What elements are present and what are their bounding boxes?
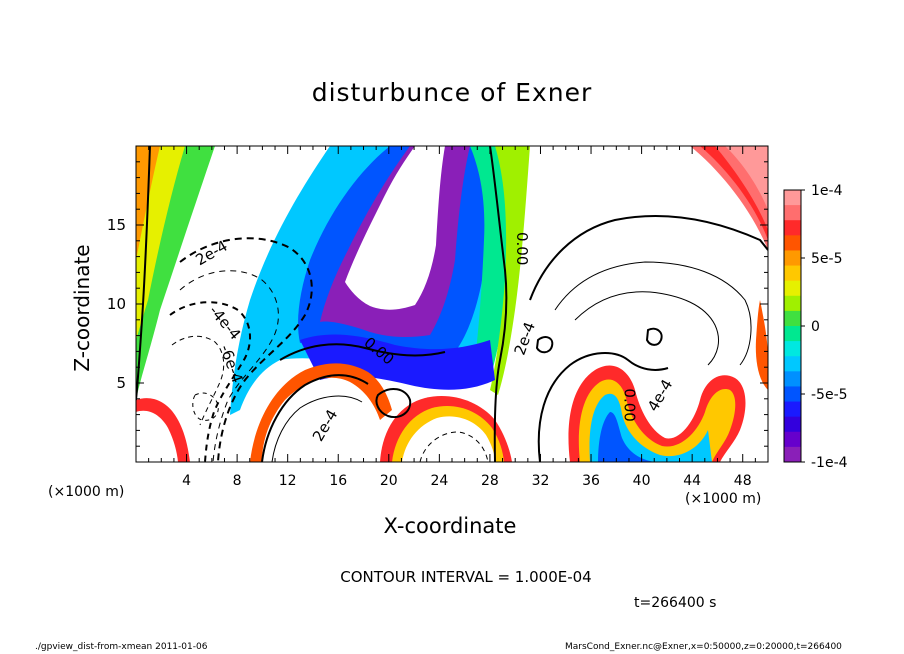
colorbar-swatch — [784, 280, 801, 297]
colorbar-swatch — [784, 310, 801, 327]
colorbar-tick-label: 0 — [811, 319, 820, 335]
contour-line-positive-right-big — [529, 215, 768, 301]
fill-band-red-right-edge — [755, 300, 768, 390]
contour-label: 0.00 — [513, 232, 531, 265]
x-tick-label: 32 — [532, 473, 550, 489]
fill-band-green-right-column — [485, 146, 530, 395]
negative-band-group — [136, 146, 530, 415]
contour-line-positive-lower-1 — [271, 395, 363, 462]
contour-line-group — [136, 146, 768, 462]
colorbar-tick-label: 5e-5 — [811, 251, 842, 267]
colorbar-swatch — [784, 386, 801, 403]
fill-band-blue-right-ring — [598, 412, 655, 462]
colorbar-swatch — [784, 250, 801, 267]
footer-left: ./gpview_dist-from-xmean 2011-01-06 — [35, 642, 208, 652]
colorbar-tick-label: -1e-4 — [811, 455, 848, 471]
colorbar-swatch — [784, 205, 801, 221]
colorbar-swatch — [784, 401, 801, 418]
x-tick-label: 12 — [279, 473, 297, 489]
fill-band-white-lower-left — [136, 410, 178, 462]
colorbar-swatch — [784, 295, 801, 312]
contour-label: 4e-4 — [644, 376, 676, 414]
colorbar-swatch — [784, 190, 801, 206]
x-tick-label: 24 — [430, 473, 448, 489]
colorbar: 1e-4 5e-5 0 -5e-5 -1e-4 — [783, 183, 848, 471]
colorbar-swatch — [784, 356, 801, 372]
x-tick-label: 8 — [233, 473, 242, 489]
colorbar-swatch — [784, 416, 801, 433]
contour-line-positive-lower-2 — [261, 374, 369, 462]
colorbar-swatch — [784, 220, 801, 236]
colorbar-swatch — [784, 431, 801, 448]
x-tick-label: 48 — [734, 473, 752, 489]
x-tick-label: 44 — [683, 473, 701, 489]
y-tick-label: 5 — [116, 374, 126, 392]
contour-interval-label: CONTOUR INTERVAL = 1.000E-04 — [340, 568, 592, 586]
fill-band-yellow-left — [136, 146, 160, 260]
contour-label: -4e-4 — [205, 302, 244, 344]
contour-line-negative-dashed-1 — [179, 237, 313, 462]
contour-line-small-oval-1 — [375, 388, 412, 418]
x-unit-label-right: (×1000 m) — [685, 491, 762, 507]
contour-line-positive-right-inner — [554, 261, 752, 366]
contour-label: 2e-4 — [511, 320, 539, 358]
colorbar-swatch — [784, 341, 801, 357]
contour-line-negative-dashed-4 — [171, 335, 225, 426]
x-tick-label: 4 — [182, 473, 191, 489]
x-tick-label: 20 — [380, 473, 398, 489]
y-axis-ticks: 5 10 15 — [107, 161, 768, 447]
contour-label: 2e-4 — [309, 406, 341, 444]
lower-pocket-group — [136, 363, 512, 462]
x-axis-ticks: 4 8 12 16 20 24 28 32 36 40 44 48 — [148, 146, 756, 489]
contour-line-negative-dashed-3 — [169, 301, 251, 462]
contour-line-small-oval-3 — [645, 327, 663, 346]
positive-band-group — [690, 146, 768, 250]
colorbar-swatch — [784, 446, 801, 463]
contour-line-negative-dashed-2 — [179, 270, 279, 462]
contour-line-negative-lower-dashed — [419, 431, 489, 462]
colorbar-swatch — [784, 326, 801, 342]
x-tick-label: 36 — [582, 473, 600, 489]
right-structure-group — [568, 300, 768, 462]
plot-fill-layer — [136, 146, 768, 462]
contour-line-positive-right-inner2 — [574, 291, 719, 366]
contour-line-negative-dashed-center — [192, 392, 219, 421]
contour-label: 0.00 — [620, 388, 638, 421]
contour-line-zero-right-column — [489, 146, 508, 462]
x-tick-label: 40 — [633, 473, 651, 489]
x-tick-label: 16 — [329, 473, 347, 489]
y-tick-label: 10 — [107, 295, 126, 313]
contour-line-small-oval-2 — [535, 336, 554, 354]
contour-line-zero-left — [136, 146, 151, 401]
x-unit-label-left: (×1000 m) — [48, 484, 125, 500]
x-axis-label: X-coordinate — [383, 514, 517, 538]
time-label: t=266400 s — [634, 595, 717, 611]
colorbar-swatch — [784, 371, 801, 387]
contour-line-right-ring-outer — [537, 352, 669, 462]
fill-band-red-left-inner — [250, 363, 392, 462]
white-region-top — [300, 146, 445, 310]
fill-band-yellow-upper-right — [725, 146, 768, 210]
x-tick-label: 28 — [481, 473, 499, 489]
colorbar-tick-label: 1e-4 — [811, 183, 843, 199]
colorbar-swatch — [784, 235, 801, 251]
colorbar-tick-label: -5e-5 — [811, 387, 848, 403]
colorbar-swatch — [784, 265, 801, 282]
contour-line-zero-mid — [279, 343, 446, 361]
chart-title: disturbunce of Exner — [311, 78, 593, 107]
y-tick-label: 15 — [107, 216, 126, 234]
footer-right: MarsCond_Exner.nc@Exner,x=0:50000,z=0:20… — [565, 642, 842, 652]
